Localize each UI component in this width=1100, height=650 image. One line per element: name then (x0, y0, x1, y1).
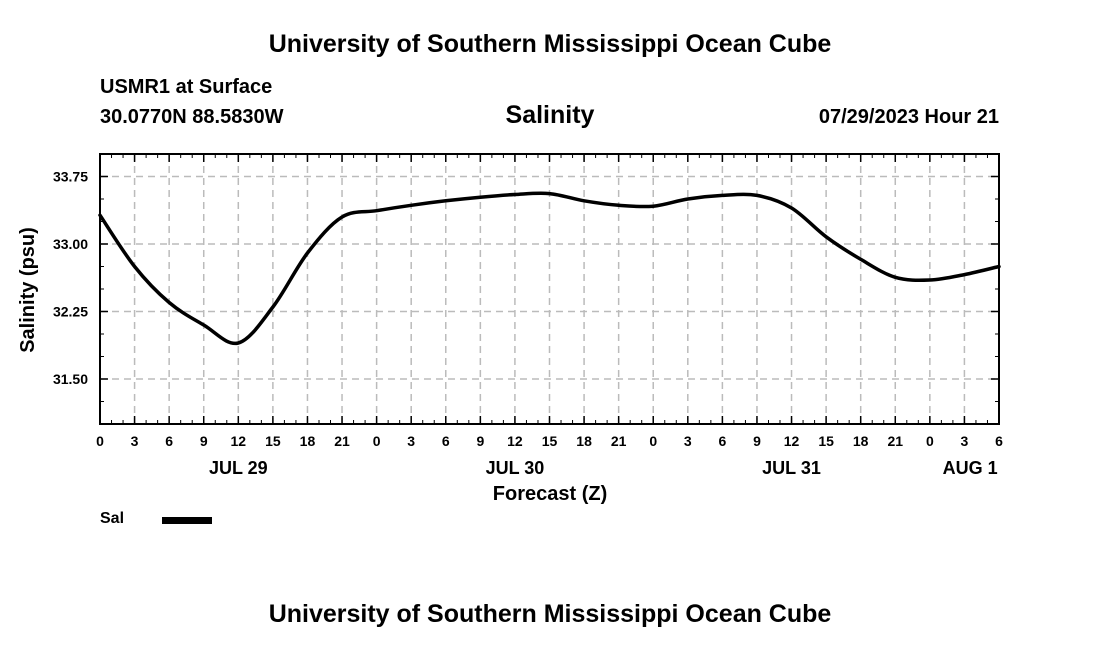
y-tick-label: 32.25 (53, 304, 88, 320)
x-tick-label: 12 (231, 433, 247, 449)
x-tick-labels: 0 3 6 9 12 15 18 21 0 3 6 9 12 15 18 21 0 3 6 9 12 15 18 21 0 3 6 (96, 433, 1003, 449)
x-tick-label: 6 (995, 433, 1003, 449)
x-tick-label: 6 (165, 433, 173, 449)
x-axis-label: Forecast (Z) (493, 483, 607, 505)
x-tick-label: 21 (611, 433, 627, 449)
x-tick-label: 15 (542, 433, 558, 449)
legend-swatch (162, 517, 212, 524)
x-tick-label: 15 (265, 433, 281, 449)
x-tick-label: 18 (300, 433, 316, 449)
chart-title: Salinity (505, 101, 595, 129)
forecast-datetime: 07/29/2023 Hour 21 (818, 106, 999, 128)
x-tick-label: 3 (131, 433, 139, 449)
day-label: AUG 1 (943, 458, 998, 478)
x-tick-label: 15 (818, 433, 834, 449)
x-tick-label: 6 (718, 433, 726, 449)
x-tick-label: 21 (887, 433, 903, 449)
x-tick-label: 12 (784, 433, 800, 449)
x-tick-label: 0 (649, 433, 657, 449)
x-tick-label: 0 (926, 433, 934, 449)
plot-frame (99, 153, 1000, 425)
day-labels: JUL 29 JUL 30 JUL 31 AUG 1 (209, 458, 998, 478)
x-tick-label: 21 (334, 433, 350, 449)
x-tick-label: 9 (476, 433, 484, 449)
y-tick-label: 33.00 (53, 236, 88, 252)
station-coordinates: 30.0770N 88.5830W (100, 106, 284, 128)
day-label: JUL 30 (486, 458, 545, 478)
x-tick-label: 0 (96, 433, 104, 449)
x-tick-label: 3 (961, 433, 969, 449)
legend-label: Sal (100, 510, 125, 527)
x-tick-label: 3 (684, 433, 692, 449)
y-tick-labels: 31.50 32.25 33.00 33.75 (53, 169, 88, 388)
x-tick-label: 9 (200, 433, 208, 449)
y-tick-label: 31.50 (53, 371, 88, 387)
day-label: JUL 29 (209, 458, 268, 478)
x-tick-label: 0 (373, 433, 381, 449)
x-tick-label: 18 (576, 433, 592, 449)
y-tick-label: 33.75 (53, 169, 88, 185)
x-tick-label: 3 (407, 433, 415, 449)
series-line-sal (98, 191, 1001, 346)
x-tick-label: 18 (853, 433, 869, 449)
grid-lines (100, 154, 999, 424)
page-title: University of Southern Mississippi Ocean… (268, 30, 832, 58)
y-axis-label: Salinity (psu) (17, 227, 39, 353)
x-tick-label: 9 (753, 433, 761, 449)
station-name: USMR1 at Surface (100, 76, 273, 98)
x-tick-label: 12 (507, 433, 523, 449)
footer-title: University of Southern Mississippi Ocean… (268, 600, 832, 628)
x-tick-label: 6 (442, 433, 450, 449)
day-label: JUL 31 (762, 458, 821, 478)
